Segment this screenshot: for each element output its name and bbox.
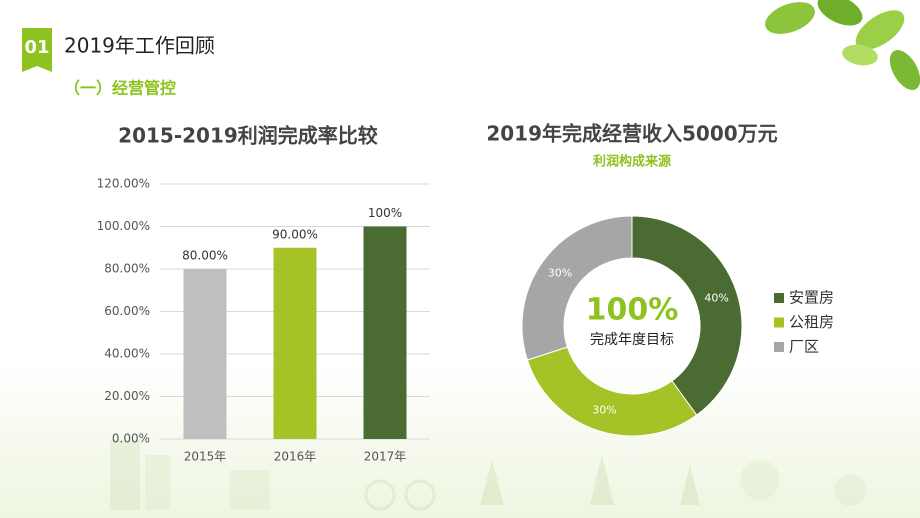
legend-swatch (774, 342, 784, 352)
scenery (110, 440, 866, 511)
chart-subtitle: 利润构成来源 (593, 154, 671, 170)
legend-label: 厂区 (789, 338, 819, 356)
donut-slice (526, 346, 698, 437)
value-label: 90.00% (272, 227, 318, 241)
y-tick-label: 80.00% (104, 262, 150, 276)
value-label: 100% (368, 206, 402, 220)
y-tick-label: 120.00% (97, 177, 150, 191)
chart-title: 2019年完成经营收入5000万元 (486, 122, 777, 146)
number-badge (22, 28, 52, 72)
center-sublabel: 完成年度目标 (590, 332, 674, 348)
donut-slice (631, 215, 743, 416)
y-tick-label: 0.00% (112, 432, 150, 446)
x-tick-label: 2017年 (364, 450, 407, 464)
y-tick-label: 60.00% (104, 304, 150, 318)
value-label: 80.00% (182, 249, 228, 263)
legend-swatch (774, 293, 784, 303)
section-title: （一）经营管控 (64, 79, 176, 98)
x-tick-label: 2016年 (274, 450, 317, 464)
donut-slice (521, 215, 633, 361)
y-tick-label: 100.00% (97, 219, 150, 233)
x-tick-label: 2015年 (184, 450, 227, 464)
center-label: 100% (586, 293, 679, 328)
chart-title: 2015-2019利润完成率比较 (118, 124, 378, 148)
slide-title: 2019年工作回顾 (64, 34, 215, 58)
y-tick-label: 20.00% (104, 389, 150, 403)
bar (363, 226, 407, 439)
y-tick-label: 40.00% (104, 347, 150, 361)
legend-label: 公租房 (789, 313, 834, 331)
legend-swatch (774, 317, 784, 328)
value-label: 30% (592, 404, 616, 417)
value-label: 30% (548, 267, 572, 280)
slide-number: 01 (24, 37, 49, 58)
leaves (765, 0, 920, 90)
bar (183, 269, 227, 439)
bar (273, 247, 317, 439)
legend-label: 安置房 (789, 289, 834, 307)
value-label: 40% (704, 291, 728, 304)
